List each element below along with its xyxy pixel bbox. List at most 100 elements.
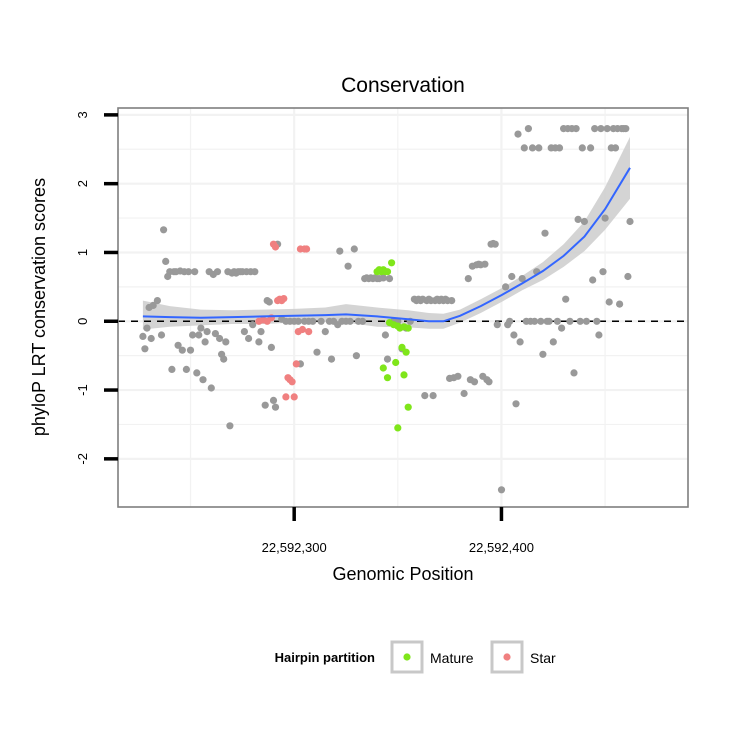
point-other bbox=[574, 215, 582, 223]
point-other bbox=[520, 144, 528, 152]
point-other bbox=[220, 355, 228, 363]
panel-background bbox=[118, 108, 688, 507]
point-other bbox=[211, 330, 219, 338]
point-other bbox=[502, 283, 510, 291]
point-other bbox=[216, 334, 224, 343]
point-mature bbox=[404, 324, 412, 332]
point-other bbox=[549, 338, 557, 346]
point-other bbox=[454, 372, 462, 380]
point-other bbox=[528, 144, 537, 152]
point-other bbox=[147, 334, 155, 343]
point-other bbox=[139, 332, 147, 340]
point-other bbox=[601, 214, 609, 222]
series-star bbox=[255, 240, 313, 401]
legend-item-mature: Mature bbox=[390, 640, 474, 674]
point-other bbox=[555, 144, 564, 152]
point-other bbox=[429, 392, 437, 400]
panel-border bbox=[117, 107, 689, 508]
point-mature bbox=[404, 403, 412, 411]
point-other bbox=[197, 324, 205, 332]
point-mature bbox=[379, 364, 387, 372]
point-other bbox=[616, 300, 624, 308]
point-other bbox=[207, 384, 215, 392]
point-other bbox=[251, 268, 259, 276]
point-other bbox=[191, 268, 199, 276]
point-other bbox=[535, 144, 543, 152]
point-star bbox=[290, 393, 298, 401]
point-other bbox=[385, 275, 394, 283]
confidence-band bbox=[142, 136, 630, 330]
point-star bbox=[288, 378, 296, 386]
point-other bbox=[582, 317, 591, 325]
point-other bbox=[381, 331, 389, 339]
point-other bbox=[589, 276, 597, 284]
smooth-line bbox=[142, 167, 631, 323]
point-other bbox=[514, 130, 522, 138]
legend-item-star: Star bbox=[490, 640, 556, 674]
point-other bbox=[153, 297, 161, 305]
point-star bbox=[298, 325, 307, 334]
point-star bbox=[292, 360, 300, 368]
point-other bbox=[578, 144, 586, 152]
point-other bbox=[352, 352, 360, 360]
y-tick-label: -1 bbox=[75, 384, 90, 396]
series-mature bbox=[373, 259, 412, 432]
point-other bbox=[317, 317, 325, 325]
x-tick-label: 22,592,300 bbox=[262, 540, 327, 555]
point-other bbox=[524, 125, 533, 133]
y-tick-label: -2 bbox=[75, 453, 90, 465]
x-tick-label: 22,592,400 bbox=[469, 540, 534, 555]
point-other bbox=[580, 217, 589, 226]
loess-line bbox=[142, 167, 631, 323]
point-other bbox=[448, 297, 456, 305]
x-axis-title: Genomic Position bbox=[332, 564, 473, 584]
point-other bbox=[510, 331, 518, 339]
point-other bbox=[201, 338, 209, 346]
point-other bbox=[566, 317, 574, 325]
point-star bbox=[271, 243, 280, 251]
point-other bbox=[344, 262, 352, 270]
point-other bbox=[294, 317, 302, 325]
point-other bbox=[553, 317, 562, 325]
point-other bbox=[359, 317, 367, 325]
point-other bbox=[626, 217, 634, 226]
point-other bbox=[350, 245, 358, 253]
y-tick-label: 1 bbox=[75, 249, 90, 256]
point-mature bbox=[398, 343, 406, 351]
point-other bbox=[611, 144, 620, 152]
point-other bbox=[421, 392, 429, 400]
point-other bbox=[595, 331, 603, 339]
point-other bbox=[267, 343, 275, 351]
legend-label-star: Star bbox=[530, 650, 556, 666]
point-other bbox=[624, 272, 632, 281]
point-other bbox=[327, 355, 336, 363]
y-axis: -2 -1 0 1 2 3 bbox=[75, 111, 118, 465]
y-axis-title: phyloP LRT conservation scores bbox=[29, 178, 49, 436]
point-other bbox=[605, 298, 613, 306]
point-other bbox=[464, 275, 472, 283]
point-other bbox=[257, 328, 265, 336]
point-other bbox=[485, 378, 493, 386]
legend-label-mature: Mature bbox=[430, 650, 474, 666]
point-other bbox=[531, 317, 539, 325]
point-star bbox=[280, 295, 288, 303]
point-other bbox=[222, 338, 230, 346]
point-other bbox=[269, 396, 278, 404]
plot-panel bbox=[117, 107, 689, 508]
point-other bbox=[541, 229, 549, 237]
point-other bbox=[460, 389, 468, 398]
y-tick-label: 2 bbox=[75, 180, 90, 187]
smooth-confidence-band bbox=[142, 136, 630, 330]
point-other bbox=[346, 317, 354, 325]
point-star bbox=[303, 245, 311, 253]
point-other bbox=[545, 317, 553, 325]
point-star bbox=[305, 328, 313, 336]
data-points bbox=[139, 125, 634, 494]
point-other bbox=[539, 350, 547, 358]
point-other bbox=[537, 317, 545, 325]
point-other bbox=[603, 125, 611, 133]
point-other bbox=[379, 274, 387, 282]
point-other bbox=[255, 338, 263, 346]
point-other bbox=[162, 257, 170, 265]
